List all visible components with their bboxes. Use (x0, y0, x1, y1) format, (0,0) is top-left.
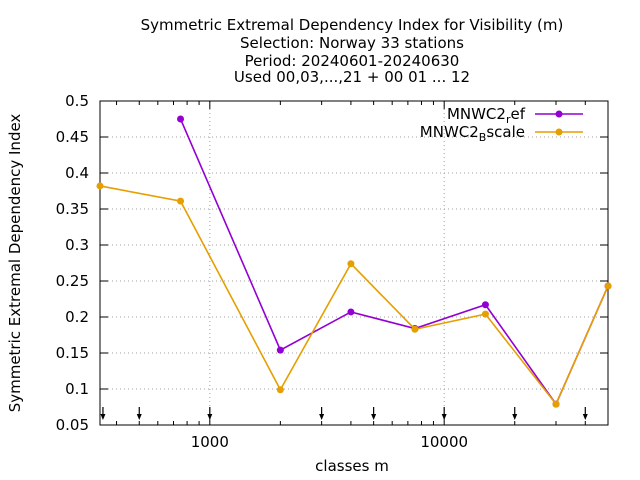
y-tick-label: 0.25 (56, 272, 89, 290)
legend-point-sample (555, 128, 563, 136)
data-point (276, 386, 284, 394)
threshold-arrow (319, 407, 325, 420)
data-point (347, 308, 355, 316)
threshold-arrow (371, 407, 377, 420)
threshold-arrow (582, 407, 588, 420)
threshold-arrow (512, 407, 518, 420)
threshold-arrow (207, 407, 213, 420)
data-point (347, 260, 355, 268)
title-line-4: Used 00,03,...,21 + 00 01 ... 12 (234, 68, 470, 86)
legend-entry-mnwc2-ref: MNWC2ref (447, 105, 526, 126)
series-line (179, 118, 609, 406)
plot-frame (99, 100, 609, 426)
data-point (96, 182, 104, 190)
title-line-2: Selection: Norway 33 stations (240, 34, 464, 52)
threshold-arrow (100, 407, 106, 420)
legend-entry-mnwc2-bscale: MNWC2Bscale (420, 123, 525, 144)
y-tick-label: 0.15 (56, 344, 89, 362)
series-mnwc2-ref (177, 115, 612, 408)
data-point (604, 282, 612, 290)
y-tick-label: 0.3 (65, 236, 89, 254)
y-tick-label: 0.4 (65, 164, 89, 182)
data-point (411, 325, 419, 333)
threshold-markers (100, 407, 588, 420)
x-tick-label: 1000 (191, 433, 229, 451)
data-point (276, 346, 284, 354)
y-axis-label: Symmetric Extremal Dependency Index (6, 114, 24, 413)
y-tick-label: 0.05 (56, 416, 89, 434)
title-line-1: Symmetric Extremal Dependency Index for … (141, 16, 564, 34)
data-point (177, 197, 185, 205)
data-point (481, 301, 489, 309)
series-line (99, 185, 609, 406)
y-tick-label: 0.35 (56, 200, 89, 218)
data-point (177, 115, 185, 123)
data-series (96, 115, 612, 408)
axis-ticks: 0.05 0.1 0.15 0.2 0.25 0.3 0.35 0.4 0.45 0.5 1000 1… (56, 92, 609, 451)
x-axis-label: classes m (315, 457, 389, 475)
title-line-3: Period: 20240601-20240630 (245, 52, 460, 70)
legend-label-mnwc2-bscale: MNWC2Bscale (420, 123, 525, 144)
threshold-arrow (136, 407, 142, 420)
x-tick-label: 10000 (420, 433, 468, 451)
legend-point-sample (555, 110, 563, 118)
y-tick-label: 0.2 (65, 308, 89, 326)
legend: MNWC2ref MNWC2Bscale (420, 105, 583, 144)
y-tick-label: 0.5 (65, 92, 89, 110)
y-tick-label: 0.45 (56, 128, 89, 146)
chart-title: Symmetric Extremal Dependency Index for … (141, 16, 564, 86)
threshold-arrow (441, 407, 447, 420)
y-tick-label: 0.1 (65, 380, 89, 398)
legend-label-mnwc2-ref: MNWC2ref (447, 105, 526, 126)
series-mnwc2-bscale (96, 182, 612, 408)
data-point (481, 310, 489, 318)
data-point (552, 400, 560, 408)
